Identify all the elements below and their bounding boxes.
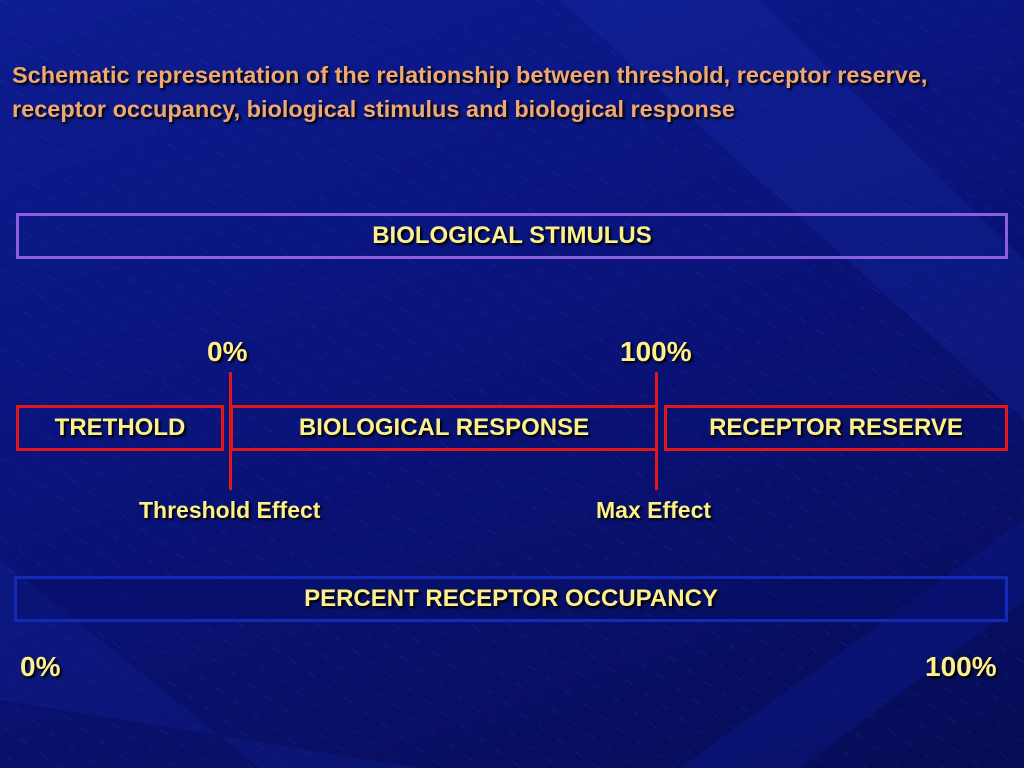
occupancy-start-percent: 0% [20, 651, 61, 682]
max-effect-marker [655, 372, 658, 490]
biological-response-box: BIOLOGICAL RESPONSE [230, 405, 658, 451]
threshold-effect-marker [229, 372, 232, 490]
response-end-percent: 100% [620, 336, 692, 367]
receptor-reserve-box: RECEPTOR RESERVE [664, 405, 1008, 451]
threshold-effect-label: Threshold Effect [139, 497, 321, 523]
occupancy-end-percent: 100% [925, 651, 997, 682]
response-start-percent: 0% [207, 336, 248, 367]
biological-response-label: BIOLOGICAL RESPONSE [298, 414, 590, 441]
slide-title: Schematic representation of the relation… [12, 62, 928, 122]
threshold-label: TRETHOLD [54, 414, 186, 441]
receptor-occupancy-label: PERCENT RECEPTOR OCCUPANCY [304, 585, 718, 612]
max-effect-label: Max Effect [596, 497, 712, 523]
biological-stimulus-box: BIOLOGICAL STIMULUS [16, 213, 1008, 259]
receptor-reserve-label: RECEPTOR RESERVE [709, 414, 963, 441]
biological-stimulus-label: BIOLOGICAL STIMULUS [372, 222, 652, 249]
threshold-box: TRETHOLD [16, 405, 224, 451]
receptor-occupancy-box: PERCENT RECEPTOR OCCUPANCY [14, 576, 1008, 622]
